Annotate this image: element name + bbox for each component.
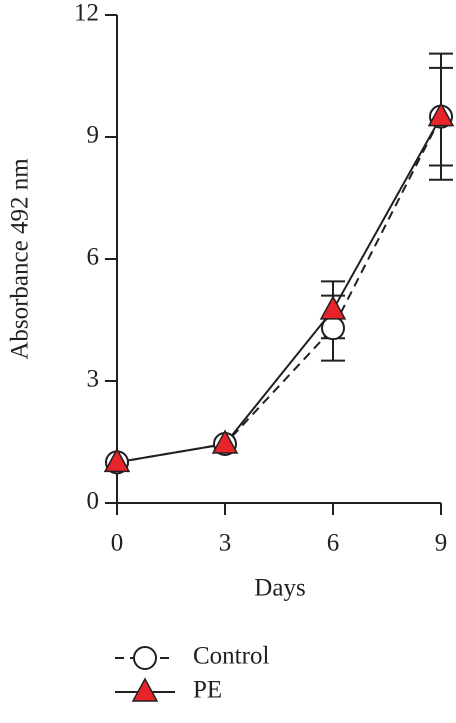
y-tick-label: 6 [87, 244, 100, 271]
x-tick-label: 6 [327, 530, 340, 557]
legend-label: Control [193, 643, 269, 670]
data-point [103, 447, 131, 473]
legend-marker [131, 677, 159, 702]
x-tick-label: 0 [111, 530, 124, 557]
data-point [321, 316, 345, 341]
data-point [319, 295, 347, 320]
x-axis-label: Days [254, 575, 305, 602]
data-point [211, 429, 239, 454]
series-line [116, 116, 442, 464]
y-axis-label: Absorbance 492 nm [7, 158, 34, 360]
y-tick-label: 0 [87, 488, 100, 515]
legend-label: PE [193, 677, 222, 704]
x-tick-label: 3 [219, 530, 232, 557]
legend-marker [133, 646, 157, 670]
data-point [427, 102, 455, 127]
series-line [116, 116, 442, 464]
x-tick-label: 9 [435, 530, 448, 557]
y-tick-label: 9 [87, 122, 100, 149]
y-tick-label: 3 [87, 366, 100, 393]
y-tick-label: 12 [74, 0, 99, 27]
